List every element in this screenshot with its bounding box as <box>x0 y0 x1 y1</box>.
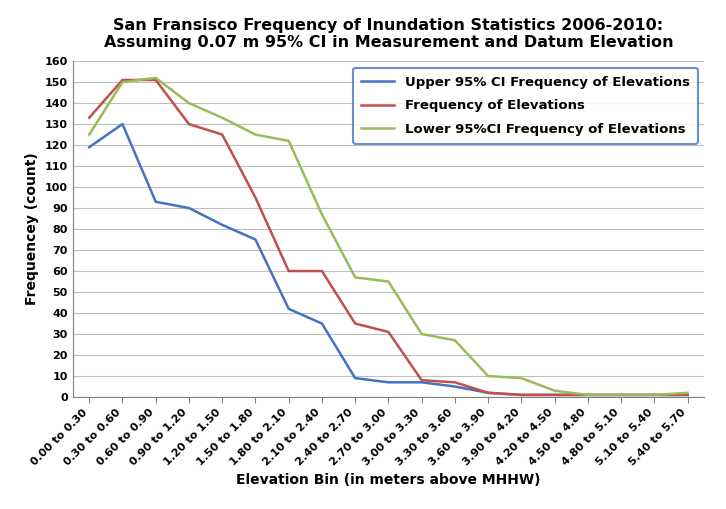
Upper 95% CI Frequency of Elevations <box>317 321 326 327</box>
Frequency of Elevations <box>650 392 658 398</box>
X-axis label: Elevation Bin (in meters above MHHW): Elevation Bin (in meters above MHHW) <box>236 473 541 488</box>
Lower 95%CI Frequency of Elevations <box>584 392 592 398</box>
Frequency of Elevations <box>317 268 326 274</box>
Upper 95% CI Frequency of Elevations <box>384 379 393 385</box>
Frequency of Elevations <box>351 321 359 327</box>
Lower 95%CI Frequency of Elevations <box>617 392 626 398</box>
Upper 95% CI Frequency of Elevations <box>683 392 692 398</box>
Upper 95% CI Frequency of Elevations <box>417 379 426 385</box>
Lower 95%CI Frequency of Elevations <box>550 388 559 394</box>
Line: Frequency of Elevations: Frequency of Elevations <box>89 80 688 395</box>
Line: Upper 95% CI Frequency of Elevations: Upper 95% CI Frequency of Elevations <box>89 124 688 395</box>
Upper 95% CI Frequency of Elevations <box>517 392 526 398</box>
Frequency of Elevations <box>517 392 526 398</box>
Upper 95% CI Frequency of Elevations <box>484 390 492 396</box>
Frequency of Elevations <box>451 379 460 385</box>
Lower 95%CI Frequency of Elevations <box>683 390 692 396</box>
Lower 95%CI Frequency of Elevations <box>451 337 460 344</box>
Upper 95% CI Frequency of Elevations <box>650 392 658 398</box>
Title: San Fransisco Frequency of Inundation Statistics 2006-2010:
Assuming 0.07 m 95% : San Fransisco Frequency of Inundation St… <box>104 18 673 50</box>
Frequency of Elevations <box>285 268 293 274</box>
Upper 95% CI Frequency of Elevations <box>218 222 227 228</box>
Frequency of Elevations <box>251 194 260 201</box>
Upper 95% CI Frequency of Elevations <box>584 392 592 398</box>
Lower 95%CI Frequency of Elevations <box>317 211 326 217</box>
Lower 95%CI Frequency of Elevations <box>218 115 227 121</box>
Frequency of Elevations <box>118 77 127 83</box>
Frequency of Elevations <box>151 77 160 83</box>
Lower 95%CI Frequency of Elevations <box>650 392 658 398</box>
Upper 95% CI Frequency of Elevations <box>617 392 626 398</box>
Upper 95% CI Frequency of Elevations <box>184 205 193 211</box>
Lower 95%CI Frequency of Elevations <box>484 373 492 379</box>
Lower 95%CI Frequency of Elevations <box>251 131 260 137</box>
Frequency of Elevations <box>417 377 426 383</box>
Upper 95% CI Frequency of Elevations <box>85 144 94 150</box>
Frequency of Elevations <box>584 392 592 398</box>
Frequency of Elevations <box>683 392 692 398</box>
Upper 95% CI Frequency of Elevations <box>251 237 260 243</box>
Upper 95% CI Frequency of Elevations <box>285 306 293 312</box>
Line: Lower 95%CI Frequency of Elevations: Lower 95%CI Frequency of Elevations <box>89 78 688 395</box>
Lower 95%CI Frequency of Elevations <box>517 375 526 381</box>
Lower 95%CI Frequency of Elevations <box>384 278 393 285</box>
Lower 95%CI Frequency of Elevations <box>351 274 359 280</box>
Legend: Upper 95% CI Frequency of Elevations, Frequency of Elevations, Lower 95%CI Frequ: Upper 95% CI Frequency of Elevations, Fr… <box>354 68 698 144</box>
Upper 95% CI Frequency of Elevations <box>550 392 559 398</box>
Lower 95%CI Frequency of Elevations <box>417 331 426 337</box>
Frequency of Elevations <box>484 390 492 396</box>
Frequency of Elevations <box>184 121 193 127</box>
Y-axis label: Frequencey (count): Frequencey (count) <box>25 153 39 305</box>
Upper 95% CI Frequency of Elevations <box>451 383 460 389</box>
Frequency of Elevations <box>218 131 227 137</box>
Lower 95%CI Frequency of Elevations <box>184 100 193 106</box>
Frequency of Elevations <box>85 115 94 121</box>
Upper 95% CI Frequency of Elevations <box>351 375 359 381</box>
Frequency of Elevations <box>550 392 559 398</box>
Upper 95% CI Frequency of Elevations <box>118 121 127 127</box>
Lower 95%CI Frequency of Elevations <box>151 75 160 81</box>
Lower 95%CI Frequency of Elevations <box>285 138 293 144</box>
Frequency of Elevations <box>384 329 393 335</box>
Lower 95%CI Frequency of Elevations <box>118 79 127 85</box>
Upper 95% CI Frequency of Elevations <box>151 199 160 205</box>
Frequency of Elevations <box>617 392 626 398</box>
Lower 95%CI Frequency of Elevations <box>85 131 94 137</box>
